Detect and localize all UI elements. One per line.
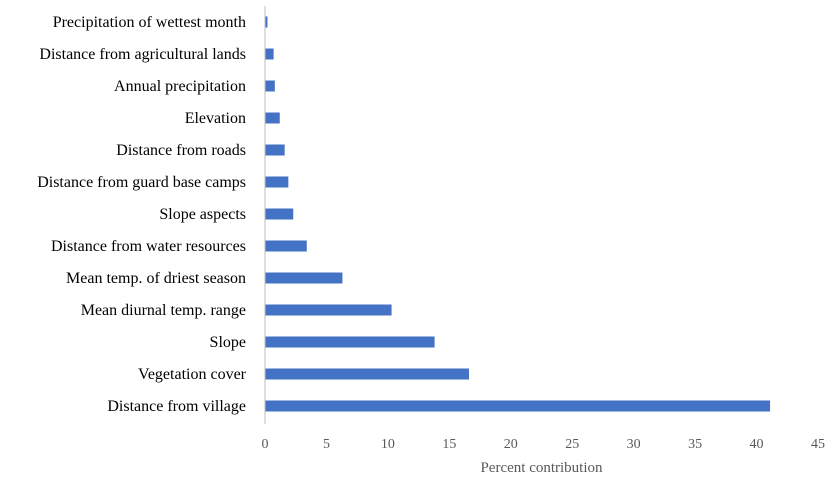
bar-slope-aspects [265,208,294,220]
bar-precipitation-of-wettest-month [265,16,268,28]
bar-elevation [265,112,280,124]
x-tick-label: 30 [627,437,641,452]
bar-mean-diurnal-temp-range [265,304,392,316]
category-label: Slope [210,334,246,351]
category-label: Precipitation of wettest month [53,14,246,31]
category-label: Mean diurnal temp. range [81,302,246,319]
category-label: Distance from agricultural lands [39,46,246,63]
category-label: Annual precipitation [114,78,246,95]
category-label: Elevation [185,110,246,127]
x-tick-label: 15 [442,437,456,452]
x-tick-label: 20 [504,437,518,452]
x-tick-label: 35 [688,437,702,452]
x-tick-labels: 0 5 10 15 20 25 30 35 40 45 [262,437,826,452]
bar-distance-from-roads [265,144,285,156]
x-tick-label: 45 [811,437,825,452]
bar-distance-from-water-resources [265,240,307,252]
bar-slope [265,336,435,348]
bar-vegetation-cover [265,368,469,380]
bar-distance-from-agricultural-lands [265,48,274,60]
x-tick-label: 40 [750,437,764,452]
bar-distance-from-guard-base-camps [265,176,289,188]
category-label: Distance from guard base camps [37,174,246,191]
x-tick-label: 5 [323,437,330,452]
category-label: Mean temp. of driest season [66,270,246,287]
category-label: Slope aspects [159,206,246,223]
x-tick-label: 25 [565,437,579,452]
x-axis-title: Percent contribution [480,460,603,476]
category-label: Distance from village [107,398,246,415]
category-label: Distance from water resources [51,238,246,255]
bar-annual-precipitation [265,80,275,92]
category-label: Distance from roads [116,142,246,159]
x-tick-label: 10 [381,437,395,452]
bars-layer [265,16,771,412]
bar-distance-from-village [265,400,771,412]
bar-mean-temp-of-driest-season [265,272,343,284]
x-tick-label: 0 [262,437,269,452]
category-label: Vegetation cover [138,366,247,383]
category-labels: Precipitation of wettest month Distance f… [37,14,246,415]
